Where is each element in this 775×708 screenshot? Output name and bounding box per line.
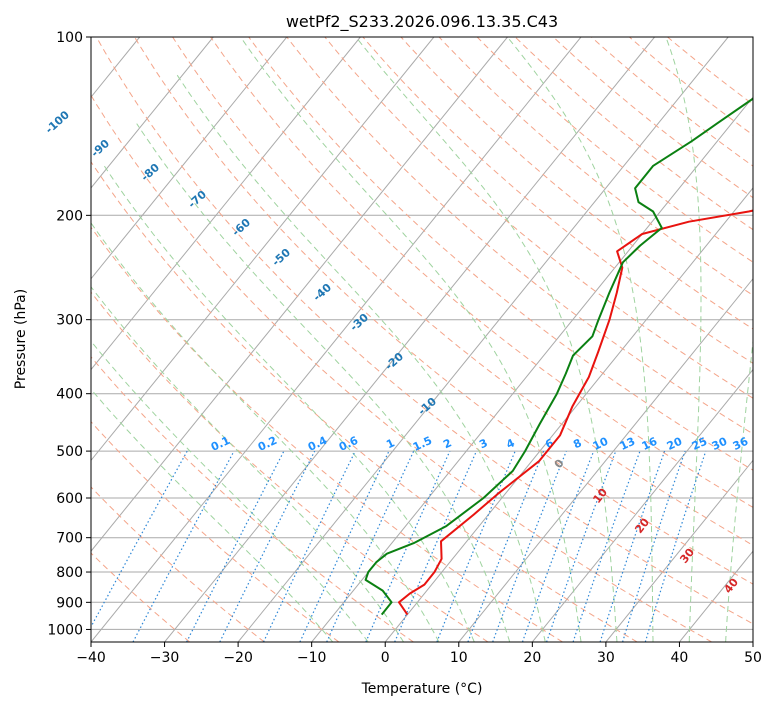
mixing-ratio-line	[599, 450, 666, 642]
temperature-profile-line	[398, 209, 753, 616]
mixing-ratio-line	[622, 450, 686, 642]
mixing-ratio-line	[219, 450, 316, 642]
profiles	[364, 97, 753, 616]
moist-adiabat-line	[175, 72, 546, 642]
isotherm-line	[91, 37, 214, 189]
isotherm-line	[91, 37, 435, 462]
mixing-ratio-line	[521, 450, 595, 642]
dry-adiabat-line	[248, 37, 753, 471]
moist-adiabat-line	[507, 37, 654, 642]
mixing-ratio-line	[394, 450, 477, 642]
y-tick-label: 800	[56, 565, 83, 581]
x-tick-label: 30	[597, 650, 615, 666]
isotherm-line	[91, 37, 361, 371]
dry-adiabat-line	[91, 160, 638, 642]
y-tick-label: 100	[56, 30, 83, 46]
isotherm-line	[91, 37, 508, 552]
x-tick-label: 20	[523, 650, 541, 666]
dry-adiabat-line	[514, 37, 753, 231]
dry-adiabat-line	[95, 37, 753, 625]
mixing-ratio-label: 16	[640, 435, 660, 453]
y-tick-label: 900	[56, 595, 83, 611]
moist-adiabat-line	[240, 37, 582, 642]
y-axis-label: Pressure (hPa)	[13, 289, 29, 389]
isotherm-line	[237, 37, 729, 642]
dry-adiabat-line	[91, 291, 489, 642]
y-tick-label: 300	[56, 313, 83, 329]
axes: −40 −30 −20 −10 0 10 20 30 40 50 100 200 300 400 500 60…	[47, 30, 762, 666]
x-tick-label: −10	[297, 650, 327, 666]
dry-adiabat-line	[91, 420, 340, 642]
y-tick-label: 1000	[47, 622, 83, 638]
mixing-ratio-line	[546, 450, 617, 642]
y-tick-label: 200	[56, 208, 83, 224]
dry-adiabat-line	[134, 37, 753, 585]
mixing-ratio-line	[467, 450, 545, 642]
dry-adiabat-line	[91, 226, 563, 642]
x-tick-label: −30	[150, 650, 180, 666]
dry-adiabat-line	[91, 486, 265, 642]
mixing-ratio-line	[644, 450, 707, 642]
mixing-ratio-line	[492, 450, 567, 642]
dry-adiabat-line	[552, 37, 753, 199]
x-tick-label: −20	[223, 650, 253, 666]
mixing-ratio-line	[572, 450, 641, 642]
isotherm-line	[458, 277, 753, 642]
mixing-ratio-label: 10	[591, 435, 611, 453]
moist-adiabat-line	[91, 222, 440, 642]
x-tick-label: −40	[76, 650, 106, 666]
mixing-ratio-label: 30	[710, 435, 730, 453]
mixing-ratio-label: 13	[618, 435, 637, 453]
x-tick-label: 50	[744, 650, 762, 666]
mixing-ratio-label: 20	[665, 435, 685, 453]
y-tick-label: 400	[56, 387, 83, 403]
moist-adiabat-line	[665, 37, 702, 642]
dry-adiabat-line	[591, 37, 753, 167]
y-tick-label: 500	[56, 444, 83, 460]
dry-adiabat-line	[91, 94, 713, 642]
chart-title: wetPf2_S233.2026.096.13.35.C43	[286, 12, 558, 32]
moist-adiabat-line	[91, 340, 369, 642]
dry-adiabat-line	[400, 37, 753, 330]
isotherm-line	[91, 37, 288, 280]
moist-adiabat-line	[136, 123, 511, 642]
mixing-ratio-line	[132, 450, 235, 642]
isotherm-line	[91, 37, 582, 642]
isotherm-line	[311, 96, 753, 642]
x-tick-label: 40	[671, 650, 689, 666]
isotherm-line	[384, 187, 753, 642]
dry-adiabat-line	[362, 37, 753, 364]
x-axis-label: Temperature (°C)	[361, 681, 483, 697]
plot-frame	[90, 36, 754, 643]
dry-adiabat-line	[210, 37, 753, 508]
x-tick-label: 10	[450, 650, 468, 666]
dewpoint-profile-line	[364, 97, 753, 616]
mixing-ratio-label: 25	[690, 435, 709, 453]
mixing-ratio-line	[91, 450, 188, 629]
mixing-ratio-line	[365, 450, 451, 642]
isotherm-line	[531, 368, 753, 642]
mixing-ratio-label: 36	[731, 435, 751, 453]
isotherm-line	[164, 37, 655, 642]
moist-adiabat-line	[725, 336, 753, 642]
y-tick-label: 700	[56, 531, 83, 547]
isotherm-line	[605, 459, 753, 642]
x-tick-label: 0	[381, 650, 390, 666]
moist-adiabat-line	[91, 286, 405, 642]
mixing-ratio-line	[436, 450, 516, 642]
moist-adiabat-line	[103, 165, 475, 642]
dry-adiabat-line	[172, 37, 753, 546]
guide-lines	[91, 37, 753, 642]
y-tick-label: 600	[56, 491, 83, 507]
